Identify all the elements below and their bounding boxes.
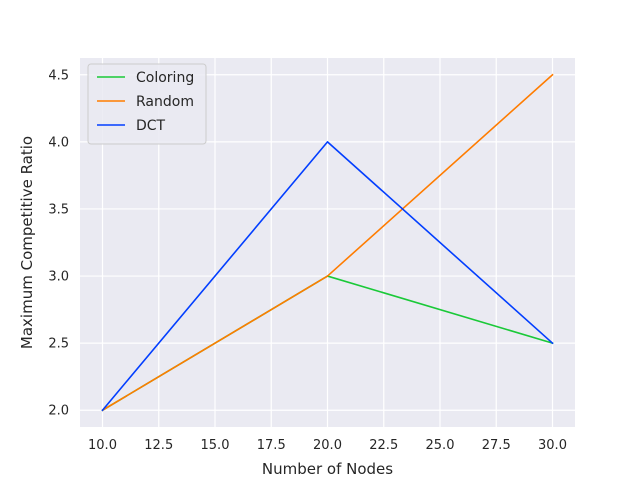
- y-tick-label: 4.0: [48, 135, 69, 150]
- y-tick-label: 2.0: [48, 404, 69, 419]
- y-tick-label: 3.0: [48, 270, 69, 285]
- legend-label: Coloring: [136, 70, 194, 86]
- x-tick-label: 17.5: [257, 438, 286, 453]
- x-tick-label: 30.0: [538, 438, 567, 453]
- x-tick-label: 25.0: [426, 438, 455, 453]
- series-line-dct: [101, 141, 554, 412]
- y-tick-label: 3.5: [48, 202, 69, 217]
- legend-box: [87, 63, 207, 145]
- legend-label: Random: [136, 94, 194, 110]
- y-tick-label: 4.5: [48, 68, 69, 83]
- x-tick-label: 10.0: [88, 438, 117, 453]
- y-tick-label: 2.5: [48, 337, 69, 352]
- x-axis-label: Number of Nodes: [262, 460, 393, 478]
- y-axis-label: Maximum Competitive Ratio: [18, 136, 36, 349]
- legend-label: DCT: [136, 118, 166, 134]
- x-tick-label: 22.5: [369, 438, 398, 453]
- x-tick-label: 15.0: [201, 438, 230, 453]
- x-tick-labels: 10.0 12.5 15.0 17.5 20.0 22.5 25.0 27.5 30.0: [88, 438, 567, 453]
- series-lines: [101, 73, 554, 412]
- legend: Coloring Random DCT: [87, 63, 207, 145]
- y-tick-labels: 2.0 2.5 3.0 3.5 4.0 4.5: [48, 68, 69, 418]
- x-tick-label: 27.5: [482, 438, 511, 453]
- x-tick-label: 12.5: [144, 438, 173, 453]
- x-tick-label: 20.0: [313, 438, 342, 453]
- series-line-random: [101, 73, 554, 412]
